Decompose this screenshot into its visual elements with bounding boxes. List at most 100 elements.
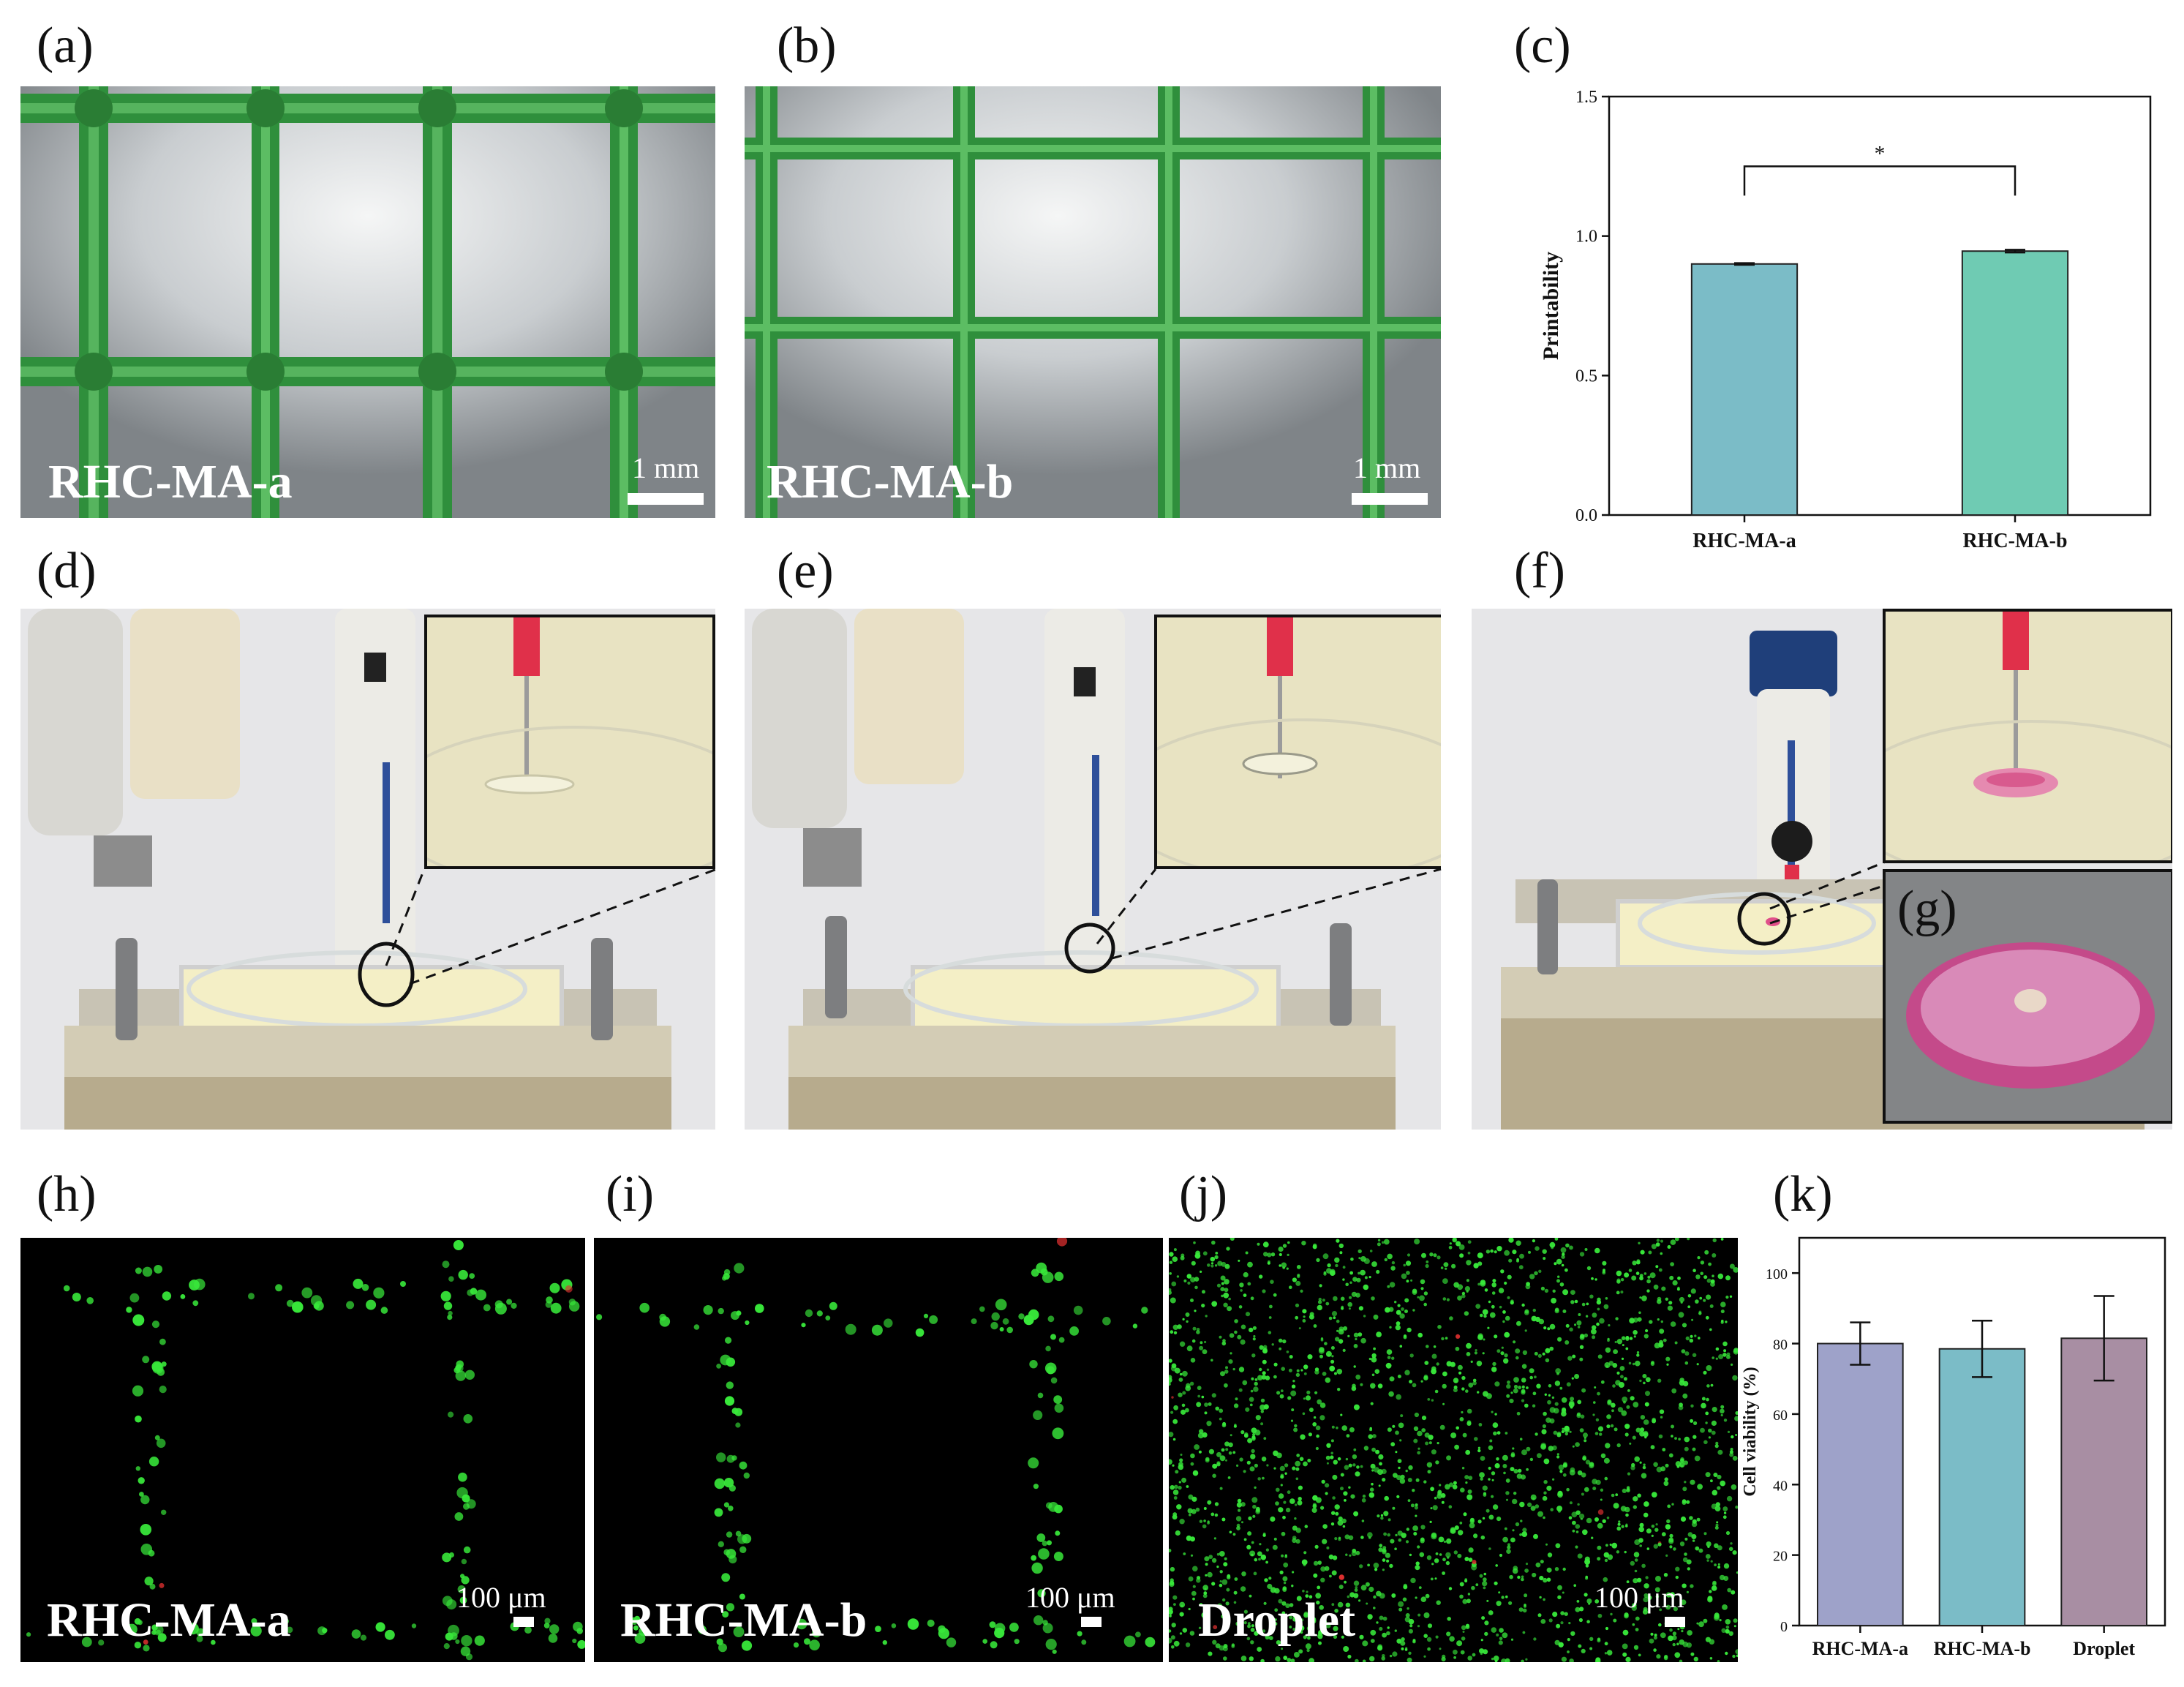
- live-cell: [1529, 1274, 1535, 1280]
- live-cell: [1400, 1414, 1404, 1418]
- live-cell: [1536, 1383, 1541, 1389]
- live-cell: [804, 1638, 810, 1645]
- live-cell: [1186, 1383, 1191, 1389]
- live-cell: [1223, 1644, 1228, 1649]
- live-cell: [728, 1484, 736, 1492]
- live-cell: [443, 1643, 450, 1650]
- live-cell: [1493, 1656, 1499, 1661]
- live-cell: [1521, 1577, 1524, 1582]
- live-cell: [1287, 1490, 1291, 1495]
- live-cell: [1489, 1439, 1493, 1443]
- live-cell: [1320, 1566, 1326, 1572]
- live-cell: [1369, 1250, 1373, 1252]
- live-cell: [1200, 1270, 1202, 1273]
- y-tick-label: 20: [1773, 1549, 1788, 1565]
- live-cell: [1584, 1333, 1589, 1338]
- live-cell: [1480, 1456, 1486, 1461]
- live-cell: [1205, 1315, 1208, 1318]
- live-cell: [1476, 1360, 1483, 1367]
- live-cell: [1556, 1372, 1559, 1375]
- live-cell: [1508, 1258, 1513, 1263]
- live-cell: [1525, 1563, 1529, 1566]
- live-cell: [1725, 1530, 1731, 1536]
- live-cell: [1691, 1318, 1694, 1321]
- live-cell: [1606, 1517, 1610, 1519]
- live-cell: [1603, 1304, 1609, 1310]
- live-cell: [1625, 1656, 1631, 1662]
- live-cell: [1252, 1337, 1256, 1341]
- live-cell: [1381, 1656, 1385, 1661]
- live-cell: [1705, 1472, 1711, 1478]
- live-cell: [1273, 1375, 1277, 1379]
- live-cell: [161, 1509, 167, 1515]
- live-cell: [1031, 1555, 1037, 1561]
- inset-zoom-photo: [1840, 609, 2172, 884]
- live-cell: [1281, 1367, 1285, 1371]
- live-cell: [1496, 1633, 1499, 1637]
- live-cell: [1556, 1623, 1561, 1628]
- live-cell: [1659, 1409, 1665, 1414]
- live-cell: [1361, 1498, 1366, 1503]
- live-cell: [1591, 1277, 1594, 1280]
- live-cell: [1334, 1257, 1340, 1263]
- live-cell: [1474, 1351, 1477, 1355]
- live-cell: [1232, 1533, 1236, 1536]
- live-cell: [1172, 1514, 1178, 1520]
- live-cell: [1478, 1423, 1483, 1427]
- live-cell: [994, 1623, 1006, 1634]
- live-cell: [1398, 1538, 1402, 1542]
- live-cell: [1047, 1540, 1052, 1546]
- live-cell: [1632, 1435, 1636, 1440]
- live-cell: [1602, 1260, 1607, 1266]
- live-cell: [1400, 1474, 1405, 1479]
- live-cell: [1325, 1483, 1330, 1488]
- live-cell: [1054, 1403, 1064, 1413]
- live-cell: [1634, 1558, 1638, 1562]
- live-cell: [1290, 1658, 1295, 1662]
- live-cell: [1234, 1319, 1238, 1323]
- live-cell: [1294, 1652, 1300, 1658]
- live-cell: [1526, 1468, 1529, 1471]
- live-cell: [1638, 1241, 1641, 1244]
- live-cell: [1304, 1525, 1308, 1528]
- live-cell: [1169, 1359, 1172, 1363]
- live-cell: [1306, 1590, 1308, 1593]
- live-cell: [1608, 1324, 1611, 1327]
- live-cell: [1401, 1647, 1404, 1650]
- live-cell: [1643, 1593, 1649, 1598]
- live-cell: [1483, 1649, 1488, 1655]
- live-cell: [1544, 1393, 1547, 1396]
- live-cell: [1174, 1484, 1178, 1489]
- live-cell: [1347, 1595, 1350, 1598]
- live-cell: [1313, 1573, 1318, 1578]
- sample-label: RHC-MA-a: [48, 455, 293, 508]
- live-cell: [1510, 1638, 1514, 1641]
- live-cell: [1621, 1336, 1626, 1340]
- live-cell: [1396, 1475, 1401, 1481]
- live-cell: [1394, 1301, 1397, 1304]
- live-cell: [462, 1494, 470, 1503]
- live-cell: [1387, 1253, 1393, 1260]
- live-cell: [1377, 1514, 1380, 1518]
- live-cell: [1323, 1271, 1327, 1274]
- live-cell: [1190, 1536, 1195, 1542]
- live-cell: [1371, 1482, 1374, 1486]
- live-cell: [1674, 1652, 1681, 1658]
- live-cell: [1379, 1626, 1383, 1631]
- live-cell: [1595, 1418, 1600, 1421]
- live-cell: [1651, 1244, 1657, 1250]
- live-cell: [1174, 1367, 1181, 1374]
- live-cell: [1281, 1554, 1284, 1558]
- live-cell: [1559, 1386, 1563, 1390]
- live-cell: [1440, 1266, 1444, 1269]
- live-cell: [1459, 1417, 1464, 1421]
- live-cell: [447, 1315, 453, 1320]
- live-cell: [1548, 1384, 1552, 1388]
- live-cell: [1243, 1293, 1247, 1297]
- live-cell: [1549, 1346, 1554, 1351]
- live-cell: [1662, 1448, 1666, 1451]
- live-cell: [1603, 1552, 1609, 1558]
- live-cell: [454, 1512, 464, 1521]
- live-cell: [1654, 1587, 1660, 1593]
- live-cell: [1560, 1247, 1567, 1253]
